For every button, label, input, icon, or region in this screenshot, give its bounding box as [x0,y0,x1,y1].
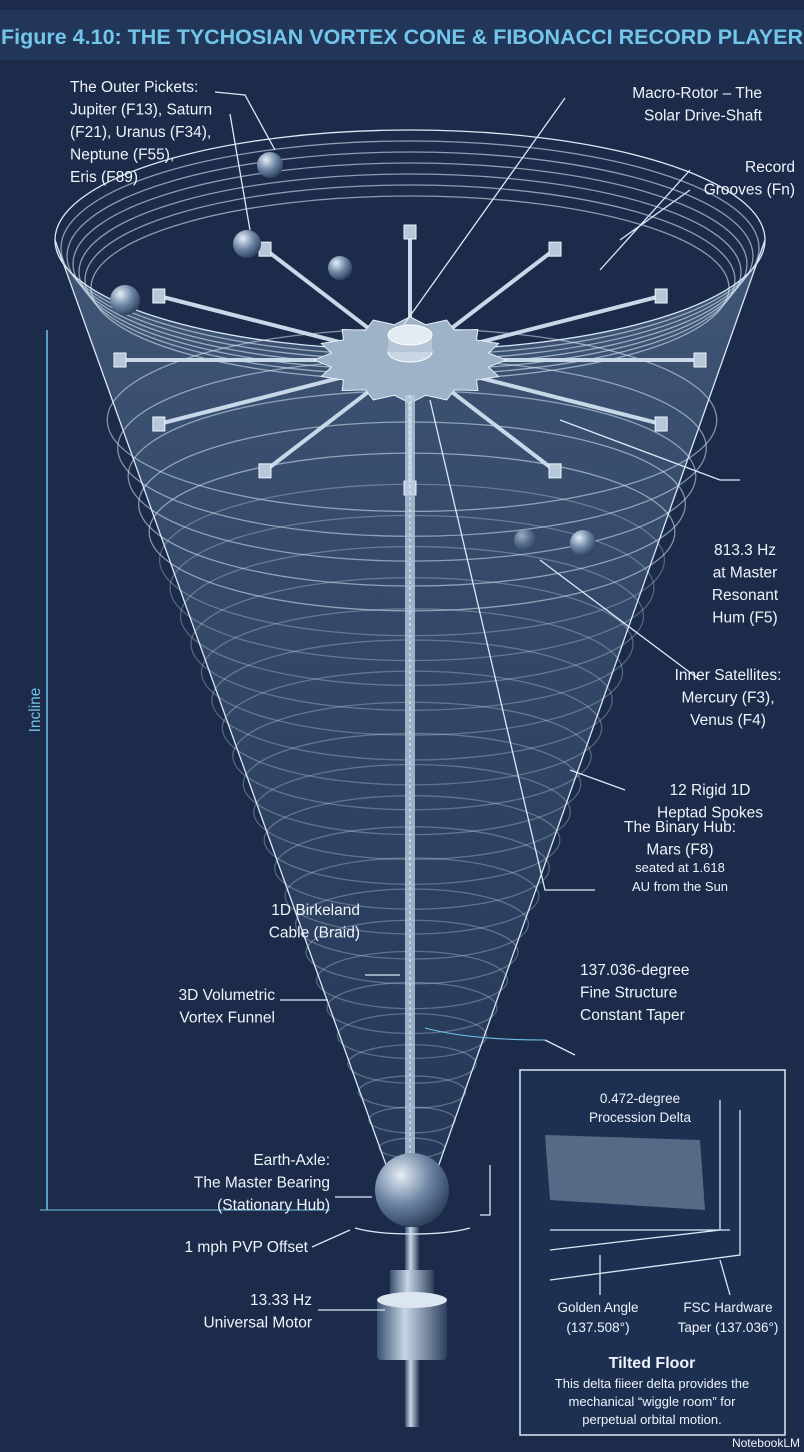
label-spokes: Heptad Spokes [657,805,763,822]
label-hum: 813.3 Hz [714,542,776,559]
inset-floor [545,1135,705,1210]
label-binary-hub: The Binary Hub: [624,819,736,836]
label-outer-pickets: Neptune (F55), [70,147,174,164]
incline-label: Incline [27,688,44,733]
spoke-tip [403,224,417,240]
inset-body: This delta fiieer delta provides the [555,1376,749,1391]
label-inner-satellites: Mercury (F3), [682,690,775,707]
label-outer-pickets: Jupiter (F13), Saturn [70,102,212,119]
motor-top [377,1292,447,1308]
label-outer-pickets: The Outer Pickets: [70,79,198,96]
spoke-tip [152,288,166,304]
label-binary-hub: AU from the Sun [632,879,728,894]
inset-box [519,1069,786,1436]
label-macro-rotor: Macro-Rotor – The [632,85,762,102]
label-earth-axle: Earth-Axle: [253,1152,330,1169]
spoke-tip [693,352,707,368]
label-taper: 137.036-degree [580,962,689,979]
credit: NotebookLM [732,1436,800,1450]
label-earth-axle: The Master Bearing [194,1175,330,1192]
label-record-grooves: Record [745,159,795,176]
label-motor: 13.33 Hz [250,1292,312,1309]
inset-leaders [599,1255,731,1296]
inset-golden: Golden Angle [557,1300,638,1315]
spoke-tip [654,416,668,432]
taper-arc [424,1027,546,1041]
spoke-tip [113,352,127,368]
inset-golden: (137.508°) [566,1320,629,1335]
spoke-tip [258,463,272,479]
inset-body: mechanical “wiggle room” for [569,1394,737,1409]
inset-fsc: FSC Hardware [683,1300,772,1315]
inset-body: perpetual orbital motion. [582,1412,721,1427]
label-hum: at Master [713,565,778,582]
pvp-offset-arc [354,1227,471,1235]
spoke-tip [548,241,562,257]
cone-sides [54,239,766,1191]
spoke-tip [654,288,668,304]
label-taper: Fine Structure [580,985,677,1002]
inset-fsc: Taper (137.036°) [678,1320,779,1335]
motor [377,1300,447,1360]
title: Figure 4.10: THE TYCHOSIAN VORTEX CONE &… [1,25,803,49]
label-birkeland: Cable (Braid) [269,925,360,942]
leader-lines [214,91,740,1311]
label-inner-satellites: Venus (F4) [690,712,766,729]
label-hum: Resonant [712,587,779,604]
spoke-tip [548,463,562,479]
label-outer-pickets: (F21), Uranus (F34), [70,124,211,141]
inset-walls [549,1100,741,1281]
earth-bearing [375,1153,449,1227]
label-record-grooves: Grooves (Fn) [704,182,795,199]
label-outer-pickets: Eris (F89) [70,169,138,186]
label-birkeland: 1D Birkeland [271,902,360,919]
inset-delta: Procession Delta [589,1110,692,1125]
label-pvp: 1 mph PVP Offset [185,1239,309,1256]
label-motor: Universal Motor [203,1315,312,1332]
label-spokes: 12 Rigid 1D [670,782,751,799]
label-funnel: 3D Volumetric [179,987,276,1004]
label-binary-hub: Mars (F8) [646,842,713,859]
hub-gear [312,316,508,404]
title-band [0,10,804,60]
label-funnel: Vortex Funnel [179,1010,275,1027]
label-binary-hub: seated at 1.618 [635,860,725,875]
spoke-tip [152,416,166,432]
inset-delta: 0.472-degree [600,1091,680,1106]
label-taper: Constant Taper [580,1007,685,1024]
label-earth-axle: (Stationary Hub) [217,1197,330,1214]
label-hum: Hum (F5) [712,610,777,627]
planets [110,152,596,556]
inset-heading: Tilted Floor [609,1355,696,1372]
label-inner-satellites: Inner Satellites: [675,667,782,684]
label-macro-rotor: Solar Drive-Shaft [644,108,763,125]
